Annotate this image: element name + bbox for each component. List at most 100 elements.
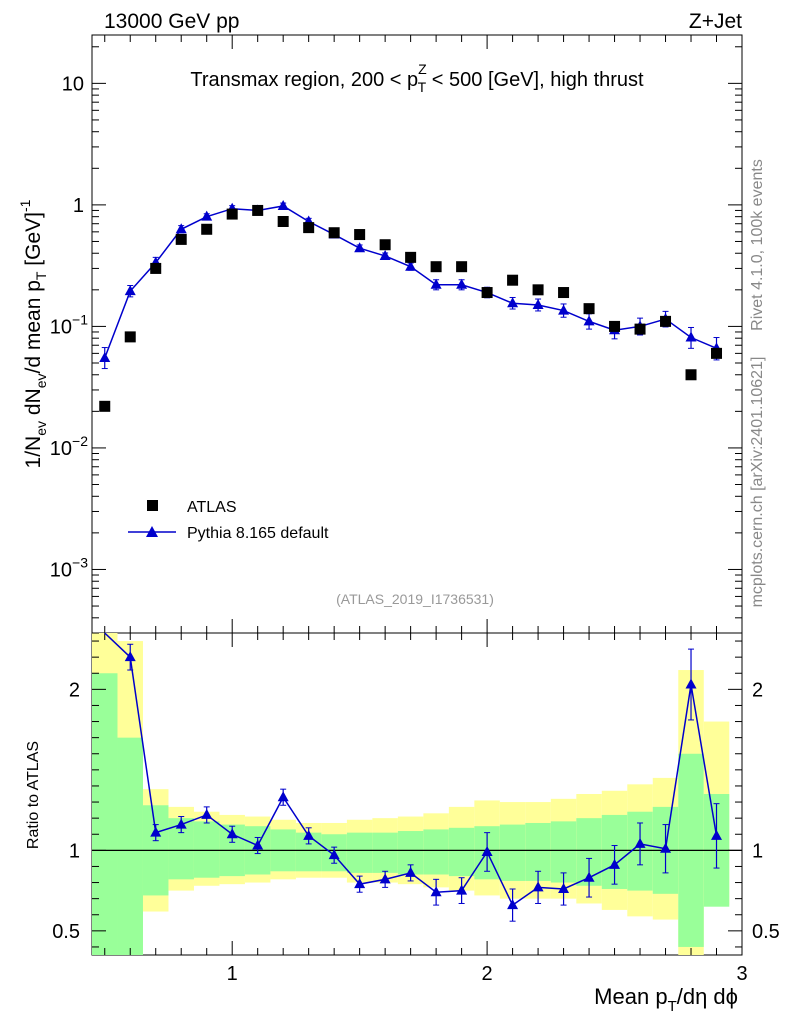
ratio-point (252, 839, 264, 850)
title-part-sub: T (418, 79, 427, 95)
legend-mc-label: Pythia 8.165 default (187, 525, 329, 542)
ratio-point (150, 826, 162, 837)
mc-point (685, 331, 697, 342)
atlas-point (124, 331, 136, 343)
atlas-point (99, 400, 111, 412)
title-part-sup: Z (418, 61, 427, 77)
ratio-point (201, 808, 213, 819)
atlas-point (430, 261, 442, 273)
legend-data-marker (147, 500, 158, 511)
ratio-point (124, 651, 136, 662)
ratio-point (277, 791, 289, 802)
ratio-y-tick-label: 2 (69, 679, 80, 701)
main-title: Transmax region, 200 < pZ T < 500 [GeV], … (190, 61, 644, 95)
mc-point (558, 304, 570, 315)
ratio-point (405, 866, 417, 877)
ratio-x-tick-label: 1 (227, 963, 238, 985)
main-y-tick-label: 10−2 (50, 433, 88, 460)
ratio-y-tick-label-right: 0.5 (752, 921, 780, 943)
main-y-tick-label: 10−3 (50, 554, 88, 581)
tick-base: 10 (50, 559, 72, 581)
ratio-data-marks (104, 632, 723, 922)
tick-exponent: −3 (72, 554, 88, 570)
atlas-point (252, 204, 264, 216)
mc-point (99, 351, 111, 362)
ratio-y-tick-label: 1 (69, 840, 80, 862)
ratio-point (532, 881, 544, 892)
band-inner-bin (117, 737, 143, 955)
ratio-point (660, 842, 672, 853)
mc-point (277, 199, 289, 210)
atlas-point (379, 239, 391, 251)
legend-data-label: ATLAS (187, 499, 237, 516)
mc-point (124, 285, 136, 296)
analysis-watermark: (ATLAS_2019_I1736531) (336, 591, 494, 607)
ratio-point (175, 818, 187, 829)
atlas-point (481, 287, 493, 299)
xlabel-part-before: Mean p (594, 984, 667, 1009)
ratio-uncertainty-bands (92, 633, 730, 955)
atlas-point (201, 223, 213, 235)
mc-point (430, 278, 442, 289)
tick-base: 10 (50, 438, 72, 460)
title-part-before: Transmax region, 200 < p (190, 69, 418, 91)
main-y-tick-label: 10 (62, 73, 84, 95)
x-axis-label: Mean pT/dη dϕ (594, 984, 738, 1015)
mc-point (583, 315, 595, 326)
mc-point (379, 249, 391, 260)
ratio-y-tick-label-right: 1 (752, 840, 763, 862)
atlas-point (634, 323, 646, 335)
main-data-marks (99, 199, 723, 412)
ratio-point (379, 873, 391, 884)
ratio-axes: 1 2 30.5 0.51 12 2 (52, 633, 780, 985)
tick-base: 10 (50, 316, 72, 338)
band-inner-bin (499, 824, 526, 881)
mc-point (507, 297, 519, 308)
atlas-point (711, 347, 723, 359)
main-y-tick-label: 1 (73, 195, 84, 217)
main-y-tick-label: 10−1 (50, 311, 88, 338)
ratio-point (226, 828, 238, 839)
atlas-point (175, 233, 187, 245)
band-inner-bin (448, 827, 475, 877)
ratio-point (609, 858, 621, 869)
atlas-point (685, 369, 697, 381)
ratio-point (507, 899, 519, 910)
ratio-point (456, 884, 468, 895)
atlas-point (609, 320, 621, 332)
mc-point (456, 278, 468, 289)
atlas-point (226, 208, 238, 220)
mcplots-label: mcplots.cern.ch [arXiv:2401.10621] (749, 357, 766, 608)
ratio-point (558, 882, 570, 893)
xlabel-part-after: /dη dϕ (677, 984, 738, 1009)
atlas-point (277, 215, 289, 227)
atlas-point (558, 287, 570, 299)
ratio-point (711, 829, 723, 840)
atlas-point (532, 284, 544, 296)
band-inner-bin (372, 832, 398, 873)
mc-point (532, 299, 544, 310)
band-inner-bin (92, 673, 118, 955)
atlas-point (150, 262, 162, 274)
rivet-label: Rivet 4.1.0, 100k events (749, 159, 766, 331)
ratio-point (328, 849, 340, 860)
legend-mc-marker (146, 526, 158, 537)
tick-exponent: −2 (72, 433, 88, 449)
ratio-point (685, 678, 697, 689)
band-inner-bin (550, 821, 577, 883)
tick-exponent: −1 (72, 311, 88, 327)
ratio-point (354, 878, 366, 889)
ratio-y-tick-label-right: 2 (752, 679, 763, 701)
ratio-ylabel: Ratio to ATLAS (25, 741, 42, 849)
ratio-point (481, 845, 493, 856)
header-left: 13000 GeV pp (104, 10, 239, 33)
ratio-y-tick-label: 0.5 (52, 921, 80, 943)
atlas-point (583, 303, 595, 315)
atlas-point (456, 261, 468, 273)
xlabel-part-sub: T (668, 998, 677, 1015)
atlas-point (507, 274, 519, 286)
legend: ATLAS Pythia 8.165 default (128, 499, 329, 542)
atlas-point (328, 227, 340, 239)
